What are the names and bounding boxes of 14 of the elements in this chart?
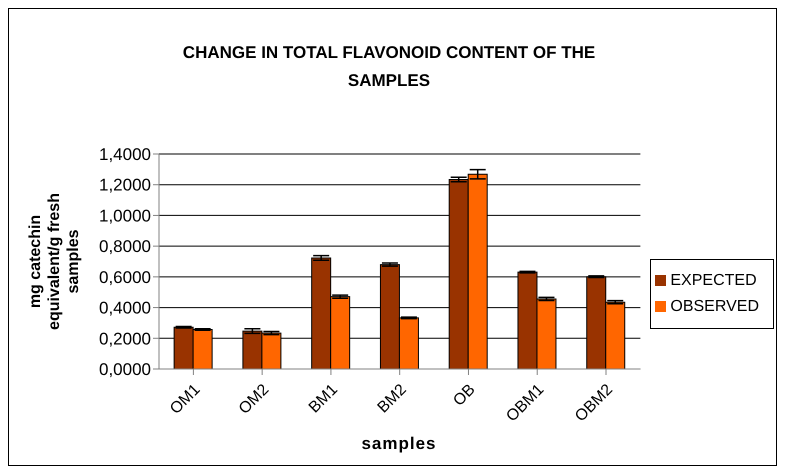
y-tick-label: 1,4000 — [99, 145, 151, 164]
x-axis-title: samples — [360, 434, 438, 454]
y-tick-label: 0,4000 — [99, 298, 151, 318]
y-axis-title: mg catechin equivalent/g fresh samples — [27, 193, 82, 330]
x-tick-label: OB — [450, 381, 479, 410]
legend-label: OBSERVED — [670, 298, 759, 315]
y-tick-label: 0,2000 — [99, 329, 151, 348]
y-tick-label: 0,8000 — [99, 237, 151, 256]
legend-label: EXPECTED — [670, 272, 757, 289]
y-tick-label: 1,0000 — [99, 206, 151, 226]
y-tick-label: 0,0000 — [99, 360, 151, 380]
y-tick-label: 1,2000 — [99, 176, 151, 195]
chart-title: CHANGE IN TOTAL FLAVONOID CONTENT OF THE SAMPLES — [182, 42, 596, 92]
y-tick-label: 0,6000 — [99, 268, 151, 287]
